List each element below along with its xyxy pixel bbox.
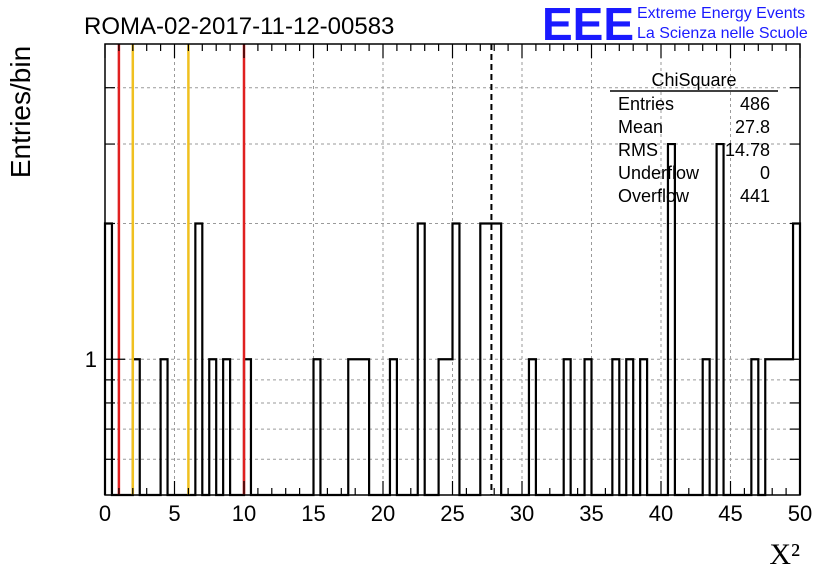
histogram-bin-9	[355, 359, 362, 495]
stats-value-overflow: 441	[740, 186, 770, 206]
x-axis-label: X²	[769, 538, 800, 571]
stats-value-underflow: 0	[760, 163, 770, 183]
x-tick-label-9: 45	[718, 501, 742, 526]
stats-value-mean: 27.8	[735, 117, 770, 137]
grid	[105, 44, 800, 495]
histogram-bin-31	[779, 359, 786, 495]
histogram-bin-3	[195, 223, 202, 495]
logo-line-2: La Scienza nelle Scuole	[637, 25, 808, 42]
histogram-bin-24	[640, 359, 647, 495]
chart-title: ROMA-02-2017-11-12-00583	[84, 13, 394, 40]
histogram-bin-28	[751, 359, 758, 495]
x-tick-label-7: 35	[579, 501, 603, 526]
histogram-bin-11	[390, 359, 397, 495]
histogram-bin-7	[314, 359, 321, 495]
histogram-bin-4	[209, 359, 216, 495]
logo-line-1: Extreme Energy Events	[637, 5, 805, 22]
histogram-bin-5	[223, 359, 230, 495]
stats-label-rms: RMS	[618, 140, 658, 160]
y-axis-label: Entries/bin	[5, 46, 36, 178]
x-tick-label-3: 15	[301, 501, 325, 526]
x-tick-label-10: 50	[788, 501, 812, 526]
x-tick-label-5: 25	[440, 501, 464, 526]
x-tick-label-8: 40	[649, 501, 673, 526]
stats-label-overflow: Overflow	[618, 186, 690, 206]
logo-mark: EEE	[542, 0, 634, 50]
stats-value-rms: 14.78	[725, 140, 770, 160]
histogram-bin-21	[585, 359, 592, 495]
histogram-bin-2	[161, 359, 168, 495]
histogram-bin-23	[626, 359, 633, 495]
histogram-bin-13	[439, 359, 446, 495]
reference-lines	[117, 44, 493, 495]
x-tick-label-1: 5	[168, 501, 180, 526]
histogram-bin-30	[772, 359, 779, 495]
histogram-bin-10	[362, 359, 369, 495]
histogram-bin-12	[418, 223, 425, 495]
stats-title: ChiSquare	[651, 70, 736, 90]
histogram-bin-18	[494, 223, 501, 495]
x-tick-label-6: 30	[510, 501, 534, 526]
stats-label-entries: Entries	[618, 94, 674, 114]
stats-box: ChiSquare Entries 486 Mean 27.8 RMS 14.78 Unde…	[610, 70, 778, 206]
histogram-bin-27	[717, 144, 724, 495]
histogram-bin-29	[765, 359, 772, 495]
histogram-bin-19	[529, 359, 536, 495]
y-axis: 1	[85, 87, 800, 460]
histogram-bin-26	[703, 359, 710, 495]
histogram-bin-22	[612, 359, 619, 495]
eee-logo: EEE Extreme Energy Events La Scienza nel…	[542, 0, 808, 50]
stats-label-mean: Mean	[618, 117, 663, 137]
histogram-bin-14	[446, 359, 453, 495]
histogram-bin-16	[480, 223, 487, 495]
x-tick-label-4: 20	[371, 501, 395, 526]
histogram-bin-8	[348, 359, 355, 495]
x-axis: 0 5 10 15 20 25 30 35 40 45 50	[99, 44, 812, 526]
histogram-bin-20	[564, 359, 571, 495]
stats-value-entries: 486	[740, 94, 770, 114]
x-tick-label-0: 0	[99, 501, 111, 526]
stats-label-underflow: Underflow	[618, 163, 700, 183]
histogram-bin-15	[453, 223, 460, 495]
y-tick-label-0: 1	[85, 347, 97, 372]
x-tick-label-2: 10	[232, 501, 256, 526]
stats-rows: Entries 486 Mean 27.8 RMS 14.78 Underflow 0 Over…	[618, 94, 770, 206]
